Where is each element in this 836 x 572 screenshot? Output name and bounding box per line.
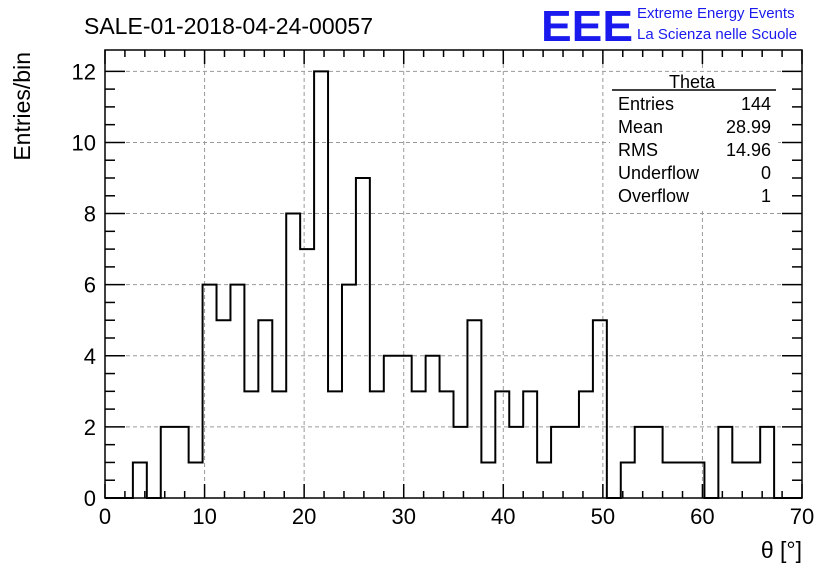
plot-frame bbox=[104, 49, 803, 499]
histogram-outline bbox=[105, 70, 802, 499]
histogram-bin-20 bbox=[384, 356, 398, 498]
x-tick-label-6: 60 bbox=[690, 504, 714, 529]
histogram-bin-30 bbox=[523, 391, 537, 498]
stats-label-entries: Entries bbox=[618, 94, 674, 114]
stats-value-overflow: 1 bbox=[761, 186, 771, 206]
histogram-bin-15 bbox=[314, 71, 328, 498]
histogram-bin-6 bbox=[189, 462, 203, 498]
stats-label-overflow: Overflow bbox=[618, 186, 690, 206]
histogram-bin-31 bbox=[537, 462, 551, 498]
stats-label-mean: Mean bbox=[618, 117, 663, 137]
stats-label-underflow: Underflow bbox=[618, 163, 700, 183]
histogram-bin-19 bbox=[370, 391, 384, 498]
histogram-bin-13 bbox=[286, 214, 300, 498]
histogram-bin-10 bbox=[244, 391, 258, 498]
x-axis-label: θ [°] bbox=[761, 537, 802, 563]
histogram-bin-17 bbox=[342, 285, 356, 498]
histogram-bin-46 bbox=[746, 462, 760, 498]
y-tick-labels: 0 2 4 6 8 10 12 bbox=[72, 59, 96, 511]
x-tick-label-2: 20 bbox=[292, 504, 316, 529]
histogram-bin-32 bbox=[551, 427, 565, 498]
y-tick-label-0: 0 bbox=[84, 486, 96, 511]
histogram-bin-35 bbox=[593, 320, 607, 498]
grid-lines bbox=[105, 50, 802, 498]
stats-box-title: Theta bbox=[669, 72, 716, 92]
y-axis-label: Entries/bin bbox=[9, 52, 35, 161]
histogram-bin-25 bbox=[454, 427, 468, 498]
eee-logo: EEE Extreme Energy Events La Scienza nel… bbox=[541, 2, 797, 51]
histogram-bin-12 bbox=[272, 391, 286, 498]
histogram-bin-26 bbox=[467, 320, 481, 498]
histogram-bin-23 bbox=[426, 356, 440, 498]
x-tick-label-1: 10 bbox=[192, 504, 216, 529]
x-tick-labels: 0 10 20 30 40 50 60 70 bbox=[99, 504, 814, 529]
stats-value-underflow: 0 bbox=[761, 163, 771, 183]
histogram-bin-8 bbox=[217, 320, 231, 498]
y-tick-label-3: 6 bbox=[84, 273, 96, 298]
y-tick-label-6: 12 bbox=[72, 59, 96, 84]
y-tick-label-4: 8 bbox=[84, 202, 96, 227]
x-tick-label-0: 0 bbox=[99, 504, 111, 529]
histogram-bin-24 bbox=[440, 391, 454, 498]
histogram-bin-21 bbox=[398, 356, 412, 498]
histogram-bin-11 bbox=[258, 320, 272, 498]
chart-title: SALE-01-2018-04-24-00057 bbox=[84, 13, 373, 39]
logo-line1: Extreme Energy Events bbox=[637, 5, 795, 22]
histogram-bin-34 bbox=[579, 391, 593, 498]
histogram-bin-41 bbox=[677, 462, 691, 498]
stats-label-rms: RMS bbox=[618, 140, 658, 160]
x-tick-label-7: 70 bbox=[790, 504, 814, 529]
y-tick-label-2: 4 bbox=[84, 344, 96, 369]
histogram-bin-28 bbox=[495, 391, 509, 498]
stats-value-entries: 144 bbox=[741, 94, 771, 114]
stats-box-background bbox=[610, 72, 778, 208]
histogram-bin-4 bbox=[161, 427, 175, 498]
logo-mark: EEE bbox=[541, 2, 633, 51]
stats-box: Theta Entries 144 Mean 28.99 RMS 14.96 Underfl… bbox=[610, 72, 778, 208]
axis-ticks bbox=[104, 50, 803, 499]
x-tick-label-5: 50 bbox=[591, 504, 615, 529]
histogram-bin-22 bbox=[412, 391, 426, 498]
histogram-bin-29 bbox=[509, 427, 523, 498]
x-tick-label-4: 40 bbox=[491, 504, 515, 529]
stats-value-rms: 14.96 bbox=[726, 140, 771, 160]
histogram-bin-47 bbox=[760, 427, 774, 498]
histogram-bin-18 bbox=[356, 178, 370, 498]
y-tick-label-1: 2 bbox=[84, 415, 96, 440]
logo-line2: La Scienza nelle Scuole bbox=[637, 26, 797, 43]
y-tick-label-5: 10 bbox=[72, 130, 96, 155]
histogram-bin-7 bbox=[203, 285, 217, 498]
histogram-bin-44 bbox=[718, 427, 732, 498]
histogram-bin-16 bbox=[328, 391, 342, 498]
histogram-bin-40 bbox=[663, 462, 677, 498]
histogram-bin-33 bbox=[565, 427, 579, 498]
histogram-bin-14 bbox=[300, 249, 314, 498]
stats-value-mean: 28.99 bbox=[726, 117, 771, 137]
histogram-bin-45 bbox=[732, 462, 746, 498]
histogram-bin-9 bbox=[230, 285, 244, 498]
x-tick-label-3: 30 bbox=[391, 504, 415, 529]
histogram-bin-39 bbox=[649, 427, 663, 498]
histogram-bin-5 bbox=[175, 427, 189, 498]
histogram-bin-38 bbox=[635, 427, 649, 498]
